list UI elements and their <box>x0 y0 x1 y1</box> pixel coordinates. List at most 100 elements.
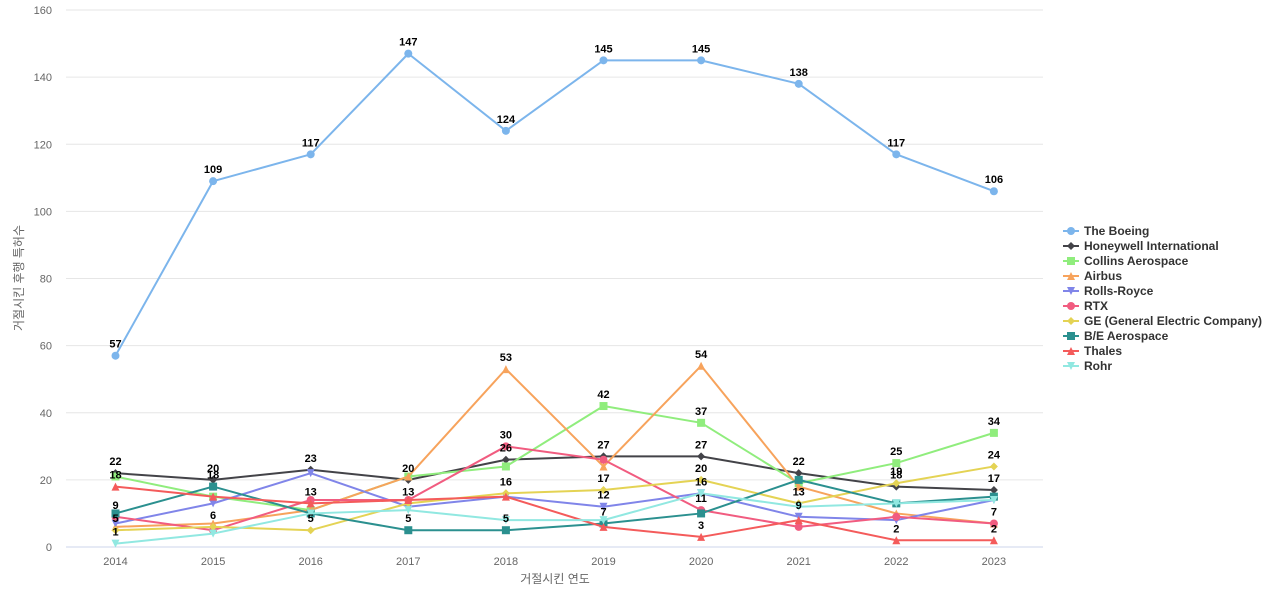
data-point <box>111 509 120 518</box>
x-tick-label: 2021 <box>786 556 810 568</box>
data-point <box>111 472 120 481</box>
legend-item[interactable]: B/E Aerospace <box>1063 329 1169 343</box>
data-label: 26 <box>500 443 512 455</box>
legend-item[interactable]: The Boeing <box>1063 224 1149 238</box>
data-label: 147 <box>399 37 417 49</box>
legend-label: RTX <box>1084 299 1108 313</box>
data-point <box>209 499 218 508</box>
data-label: 22 <box>793 456 805 468</box>
series-line <box>115 405 995 512</box>
data-label: 106 <box>985 174 1003 186</box>
data-point <box>306 526 315 535</box>
data-point <box>599 462 608 471</box>
x-tick-label: 2023 <box>982 556 1006 568</box>
legend-item[interactable]: GE (General Electric Company) <box>1063 314 1262 328</box>
data-label: 7 <box>600 507 606 519</box>
y-tick-label: 140 <box>34 72 52 84</box>
data-label: 23 <box>305 453 317 465</box>
series-the-boeing <box>111 49 998 360</box>
data-point <box>697 532 706 541</box>
data-point <box>794 522 803 531</box>
data-point <box>989 519 998 528</box>
data-point <box>209 475 218 484</box>
y-tick-label: 160 <box>34 5 52 17</box>
data-point <box>111 519 120 528</box>
data-point <box>697 418 706 427</box>
y-tick-label: 0 <box>46 542 52 554</box>
data-point <box>501 365 510 374</box>
legend-item[interactable]: Collins Aerospace <box>1063 254 1189 268</box>
data-point <box>209 529 218 538</box>
data-point <box>501 442 510 451</box>
data-label: 17 <box>988 473 1000 485</box>
data-point <box>794 482 803 491</box>
data-point <box>404 506 413 515</box>
legend-item[interactable]: RTX <box>1063 299 1108 313</box>
data-point <box>599 402 608 411</box>
x-tick-label: 2015 <box>201 556 225 568</box>
data-label: 34 <box>988 416 1001 428</box>
data-point <box>697 56 706 65</box>
data-label: 20 <box>695 463 707 475</box>
series-honeywell-international <box>111 452 998 494</box>
series-line <box>115 445 994 532</box>
data-point <box>404 49 413 58</box>
legend-item[interactable]: Rohr <box>1063 359 1112 373</box>
data-point <box>1067 362 1075 370</box>
data-label: 24 <box>988 449 1001 461</box>
legend-item[interactable]: Honeywell International <box>1063 239 1219 253</box>
x-tick-label: 2014 <box>103 556 127 568</box>
data-label: 9 <box>112 500 118 512</box>
legend-label: B/E Aerospace <box>1084 329 1169 343</box>
y-axis-ticks: 0 20 40 60 80 100 120 140 160 <box>34 5 52 554</box>
data-point <box>209 522 218 531</box>
data-point <box>404 472 413 481</box>
data-label: 117 <box>302 137 320 149</box>
data-point <box>1067 317 1075 325</box>
y-tick-label: 100 <box>34 206 52 218</box>
series-layer <box>111 49 998 548</box>
data-point <box>599 522 608 531</box>
data-label: 6 <box>210 510 216 522</box>
data-label: 18 <box>109 470 121 482</box>
data-label: 17 <box>597 473 609 485</box>
data-point <box>111 526 120 535</box>
data-point <box>1067 227 1075 235</box>
series-airbus <box>111 361 998 531</box>
data-point <box>989 485 998 494</box>
data-point <box>501 462 510 471</box>
data-point <box>794 516 803 525</box>
x-axis-ticks: 2014 2015 2016 2017 2018 2019 2020 2021 2022 2023 <box>103 556 1006 568</box>
data-point <box>892 536 901 545</box>
data-label: 57 <box>109 339 121 351</box>
series-line <box>114 52 995 357</box>
data-point <box>697 361 706 370</box>
data-point <box>111 482 120 491</box>
legend-item[interactable]: Thales <box>1063 344 1122 358</box>
data-label: 138 <box>790 67 808 79</box>
data-point <box>1067 257 1075 265</box>
data-point <box>501 526 510 535</box>
series-line <box>115 465 995 532</box>
data-point <box>794 469 803 478</box>
series-line <box>115 472 995 525</box>
data-point <box>1067 347 1075 355</box>
y-tick-label: 80 <box>40 274 52 286</box>
data-label: 2 <box>893 523 899 535</box>
legend-item[interactable]: Rolls-Royce <box>1063 284 1154 298</box>
data-point <box>892 499 901 508</box>
data-label: 5 <box>308 513 314 525</box>
data-label: 117 <box>887 137 905 149</box>
x-tick-label: 2022 <box>884 556 908 568</box>
data-point <box>697 475 706 484</box>
data-label: 19 <box>890 466 902 478</box>
data-point <box>989 536 998 545</box>
data-label: 9 <box>796 500 802 512</box>
data-point <box>306 469 315 478</box>
data-point <box>697 489 706 498</box>
data-point <box>404 496 413 505</box>
legend-item[interactable]: Airbus <box>1063 269 1122 283</box>
data-point <box>794 502 803 511</box>
